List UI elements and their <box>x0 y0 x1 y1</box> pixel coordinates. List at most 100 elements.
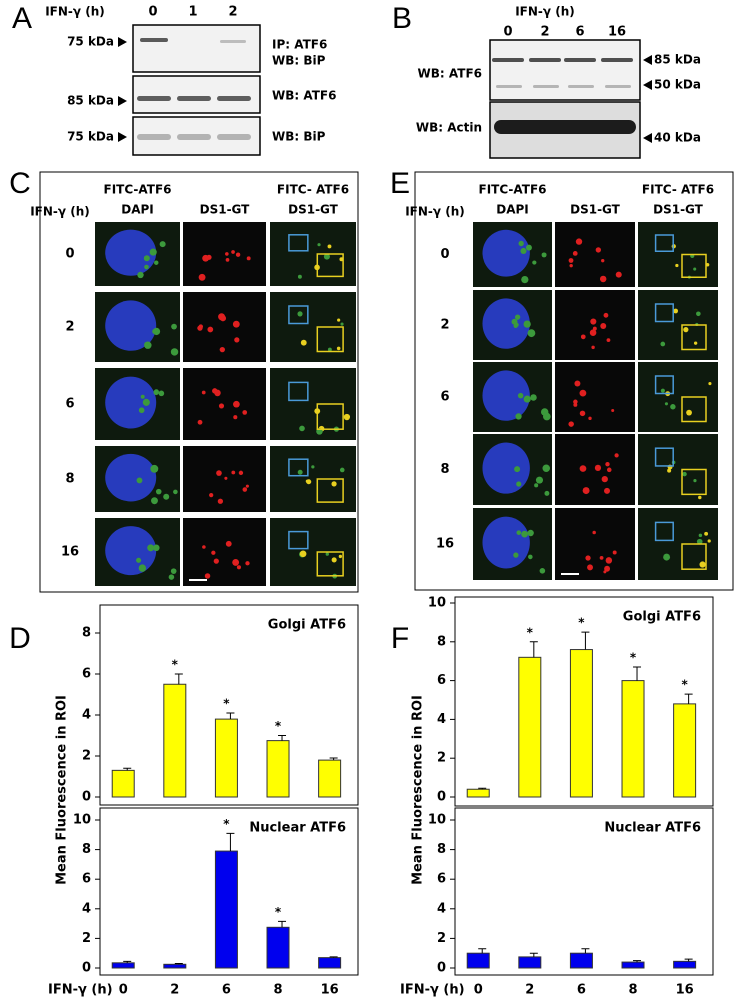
stain <box>218 403 225 409</box>
nucleus <box>482 516 530 569</box>
stain <box>615 271 622 278</box>
stain <box>603 312 609 318</box>
blot-band <box>564 58 596 62</box>
stain <box>331 481 337 487</box>
bar <box>266 926 290 969</box>
error-bar <box>123 767 132 771</box>
stain <box>225 258 230 262</box>
stain <box>601 475 608 483</box>
error-bar <box>226 832 235 852</box>
stain <box>343 413 351 421</box>
stain <box>245 561 250 566</box>
bar <box>466 788 490 798</box>
nucleus <box>482 370 530 421</box>
stain <box>605 557 613 564</box>
stain <box>698 495 702 500</box>
stain <box>246 256 251 261</box>
roi-box <box>654 521 674 542</box>
row-label: 8 <box>65 472 74 487</box>
stain <box>171 323 177 330</box>
stain <box>233 415 238 420</box>
stain <box>297 469 303 475</box>
y-tick-label: 4 <box>437 712 446 727</box>
y-tick-label: 6 <box>437 872 446 887</box>
stain <box>696 538 703 545</box>
significance: * <box>223 696 230 710</box>
roi-box <box>316 478 344 503</box>
stain <box>163 493 170 500</box>
error-bar <box>581 631 590 650</box>
stain <box>592 326 597 331</box>
marker-label: 85 kDa <box>67 94 114 108</box>
stain <box>599 556 604 560</box>
lane-label: 1 <box>188 5 197 20</box>
stain <box>305 479 309 483</box>
roi-box <box>288 530 309 550</box>
y-tick-label: 10 <box>73 813 91 828</box>
plot-frame <box>99 604 359 806</box>
panel-label: B <box>392 2 412 35</box>
stain <box>611 408 615 413</box>
stain <box>337 318 341 322</box>
blot-band <box>533 85 559 88</box>
plot-frame <box>454 807 714 976</box>
bar <box>621 680 645 798</box>
blot-band <box>496 85 522 88</box>
stain <box>523 320 531 328</box>
stain <box>513 552 519 558</box>
stain <box>297 311 303 317</box>
micrograph <box>183 368 266 440</box>
y-tick-label: 2 <box>437 931 446 946</box>
stain <box>340 322 344 326</box>
nucleus <box>105 526 157 576</box>
y-tick-label: 0 <box>82 790 91 805</box>
stain <box>663 553 671 561</box>
stain <box>299 425 305 432</box>
stain <box>216 470 222 476</box>
stain <box>693 341 698 345</box>
stain <box>242 410 248 415</box>
stain <box>516 530 522 535</box>
error-bar <box>478 948 487 954</box>
bar <box>318 759 342 798</box>
error-bar <box>174 673 183 685</box>
bar <box>163 683 187 798</box>
stain <box>588 416 592 421</box>
stain <box>140 394 145 399</box>
stain <box>707 539 711 543</box>
stain <box>589 329 597 336</box>
stain <box>159 241 166 248</box>
error-bar <box>278 735 287 741</box>
stain <box>202 545 206 549</box>
stain <box>667 468 672 473</box>
stain <box>539 568 546 574</box>
error-bar <box>684 693 693 704</box>
stain <box>168 574 175 580</box>
stain <box>136 557 142 563</box>
x-tick-label: 8 <box>273 983 282 998</box>
blot-frame <box>489 39 641 101</box>
error-bar <box>529 641 538 658</box>
stain <box>515 413 522 420</box>
column-header: FITC-ATF6 <box>479 183 547 197</box>
stain <box>527 329 536 338</box>
stain <box>682 471 687 477</box>
stain <box>144 341 152 349</box>
stain <box>660 341 666 347</box>
error-bar <box>581 948 590 954</box>
x-tick-label: 0 <box>119 983 128 998</box>
stain <box>299 550 307 558</box>
row-label: 16 <box>61 545 79 560</box>
stain <box>573 402 578 407</box>
stain <box>138 407 145 414</box>
stain <box>213 558 219 564</box>
y-axis-label: Mean Fluorescence in ROI <box>55 695 70 885</box>
stain <box>211 550 216 555</box>
x-tick-label: 6 <box>222 983 231 998</box>
arrow <box>118 96 127 106</box>
stain <box>606 467 612 473</box>
error-bar <box>529 952 538 957</box>
row-label: 16 <box>436 537 454 552</box>
stain <box>579 410 586 417</box>
